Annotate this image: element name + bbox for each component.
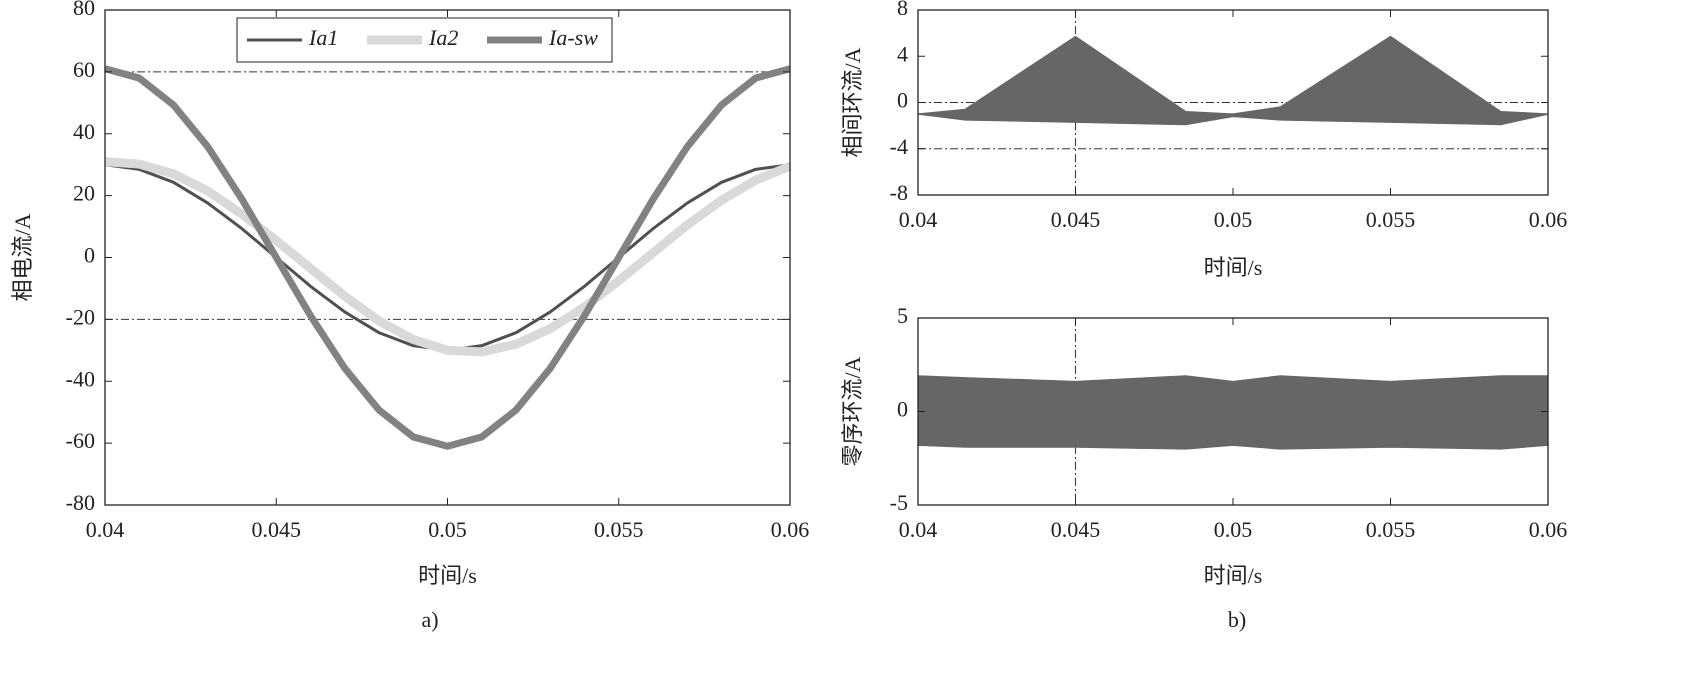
x-tick-label: 0.055 [594,517,644,542]
x-tick-label: 0.055 [1366,517,1416,542]
x-tick-label: 0.06 [771,517,810,542]
y-tick-label: -60 [66,428,95,453]
legend-label: Ia2 [428,25,458,50]
x-tick-label: 0.06 [1529,207,1568,232]
band-edge [917,113,1549,126]
y-axis-label: 零序环流/A [840,356,865,466]
x-tick-label: 0.05 [1214,517,1253,542]
band-edge [917,375,1548,383]
band-fill [918,36,1548,125]
x-tick-label: 0.04 [899,207,938,232]
x-tick-label: 0.04 [899,517,938,542]
y-axis-label: 相间环流/A [840,47,865,157]
x-tick-label: 0.05 [1214,207,1253,232]
y-tick-label: 0 [897,397,908,422]
y-tick-label: -5 [890,490,908,515]
y-tick-label: -20 [66,304,95,329]
x-axis-label: 时间/s [418,563,477,588]
y-tick-label: 0 [84,243,95,268]
x-tick-label: 0.045 [1051,517,1101,542]
y-tick-label: 4 [897,41,908,66]
x-tick-label: 0.06 [1529,517,1568,542]
y-tick-label: 60 [73,57,95,82]
y-tick-label: 80 [73,0,95,20]
band-edge [917,444,1549,450]
band-fill [918,375,1548,449]
legend-label: Ia-sw [548,25,598,50]
y-tick-label: 20 [73,181,95,206]
y-tick-label: -4 [890,134,908,159]
band-edge [917,35,1549,115]
x-tick-label: 0.055 [1366,207,1416,232]
y-tick-label: 8 [897,0,908,20]
x-tick-label: 0.04 [86,517,125,542]
x-tick-label: 0.05 [428,517,467,542]
x-axis-label: 时间/s [1204,563,1263,588]
y-tick-label: 40 [73,119,95,144]
series-line [104,65,791,450]
legend-label: Ia1 [308,25,338,50]
plot-frame [104,9,791,506]
y-tick-label: 0 [897,88,908,113]
y-axis-label: 相电流/A [10,213,35,301]
x-tick-label: 0.045 [252,517,302,542]
y-tick-label: 5 [897,303,908,328]
caption: b) [1228,607,1246,632]
caption: a) [421,607,438,632]
y-tick-label: -8 [890,180,908,205]
series-line [104,157,792,357]
y-tick-label: -40 [66,366,95,391]
x-tick-label: 0.045 [1051,207,1101,232]
x-axis-label: 时间/s [1204,255,1263,280]
y-tick-label: -80 [66,490,95,515]
